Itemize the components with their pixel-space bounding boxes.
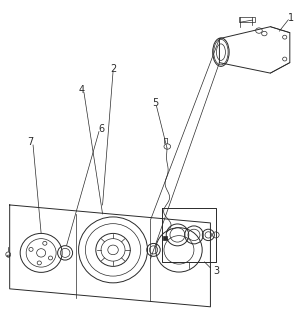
Text: 1: 1 (288, 13, 294, 23)
Text: 3: 3 (213, 266, 219, 276)
Text: 6: 6 (98, 124, 104, 133)
Text: 7: 7 (27, 137, 34, 147)
Bar (163, 236, 167, 240)
Text: 2: 2 (110, 64, 116, 74)
Text: 4: 4 (79, 84, 85, 95)
Bar (239, 17, 255, 22)
Text: 5: 5 (152, 98, 158, 108)
